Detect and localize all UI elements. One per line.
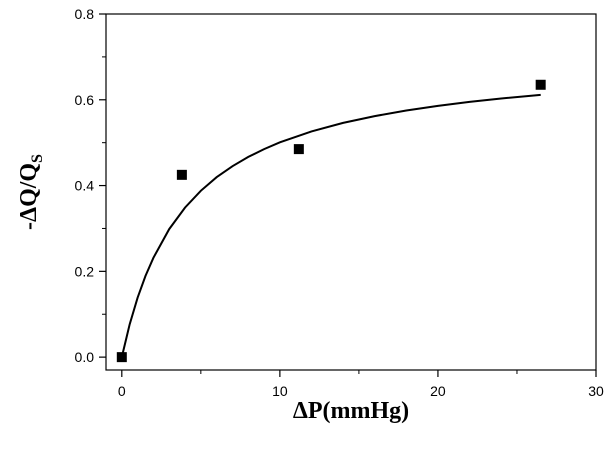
series-layer — [116, 79, 546, 363]
y-tick-label: 0.0 — [75, 349, 95, 365]
y-axis-title: -ΔQ/QS — [16, 154, 46, 230]
data-point — [176, 169, 187, 180]
x-axis-title: ΔP(mmHg) — [293, 398, 409, 424]
x-ticks: 0 10 20 30 — [118, 370, 604, 399]
fit-curve — [120, 93, 541, 358]
data-point — [116, 352, 127, 363]
x-tick-label: 30 — [588, 383, 604, 399]
y-tick-label: 0.2 — [75, 263, 95, 279]
y-tick-label: 0.6 — [75, 92, 95, 108]
data-point — [293, 144, 304, 155]
data-point — [535, 79, 546, 90]
y-ticks: 0.0 0.2 0.4 0.6 0.8 — [75, 6, 106, 365]
plot-frame — [105, 13, 597, 371]
x-tick-label: 10 — [272, 383, 288, 399]
x-tick-label: 20 — [430, 383, 446, 399]
y-axis-title-main: -ΔQ/Q — [16, 163, 42, 230]
y-tick-label: 0.8 — [75, 6, 95, 22]
y-tick-label: 0.4 — [75, 178, 95, 194]
x-tick-label: 0 — [118, 383, 126, 399]
y-axis-title-subscript: S — [29, 154, 46, 163]
